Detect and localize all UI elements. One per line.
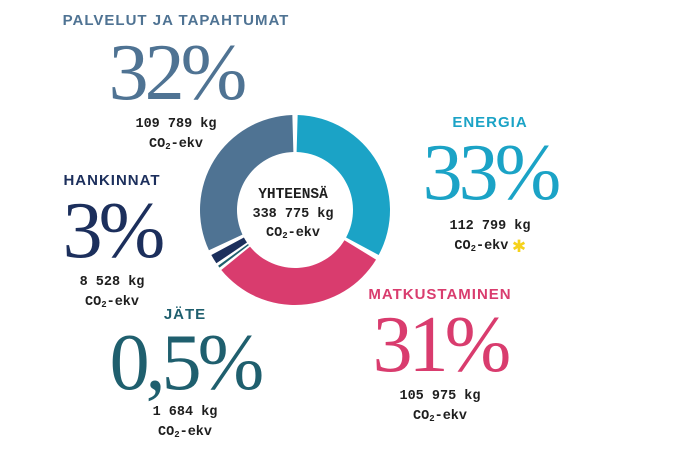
total-amount: 338 775 kg	[252, 207, 334, 222]
donut-chart	[200, 115, 390, 305]
category-name: PALVELUT JA TAPAHTUMAT	[62, 12, 290, 29]
percent-label: 0,5%	[109, 319, 265, 407]
donut-center-total: YHTEENSÄ 338 775 kg CO2-ekv	[228, 186, 358, 246]
donut-slice-matkustaminen	[221, 240, 377, 305]
unit-text: CO2-ekv ✱	[454, 234, 526, 259]
total-unit: CO2-ekv	[265, 226, 320, 241]
percent-label: 3%	[62, 187, 166, 275]
amount-text: 105 975 kg	[399, 389, 481, 404]
donut-slice-energia	[296, 115, 390, 255]
label-palvelut: PALVELUT JA TAPAHTUMAT 32% 109 789 kg CO…	[60, 12, 292, 157]
unit-text: CO2-ekv	[157, 425, 212, 440]
category-name: HANKINNAT	[63, 172, 161, 189]
donut-slice-jäte	[218, 244, 249, 268]
category-name: JÄTE	[163, 306, 207, 323]
percent-label: 33%	[422, 129, 562, 217]
percent-label: 31%	[372, 301, 512, 389]
category-name: MATKUSTAMINEN	[368, 286, 512, 303]
amount-text: 109 789 kg	[135, 117, 217, 132]
donut-slice-hankinnat	[211, 237, 247, 264]
amount-text: 112 799 kg	[449, 219, 531, 234]
label-jate: JÄTE 0,5% 1 684 kg CO2-ekv	[100, 306, 270, 445]
donut-slice-palvelut-ja-tapahtumat	[200, 115, 294, 251]
amount-text: 8 528 kg	[79, 275, 145, 290]
total-title: YHTEENSÄ	[258, 187, 328, 203]
label-hankinnat: HANKINNAT 3% 8 528 kg CO2-ekv	[52, 172, 172, 315]
label-matkustaminen: MATKUSTAMINEN 31% 105 975 kg CO2-ekv	[360, 286, 520, 429]
percent-label: 32%	[108, 29, 248, 117]
amount-text: 1 684 kg	[152, 405, 218, 420]
unit-text: CO2-ekv	[412, 409, 467, 424]
unit-text: CO2-ekv	[148, 137, 203, 152]
asterisk-icon: ✱	[512, 234, 526, 259]
label-energia: ENERGIA 33% 112 799 kg CO2-ekv ✱	[410, 114, 570, 259]
unit-text: CO2-ekv	[84, 295, 139, 310]
category-name: ENERGIA	[452, 114, 528, 131]
